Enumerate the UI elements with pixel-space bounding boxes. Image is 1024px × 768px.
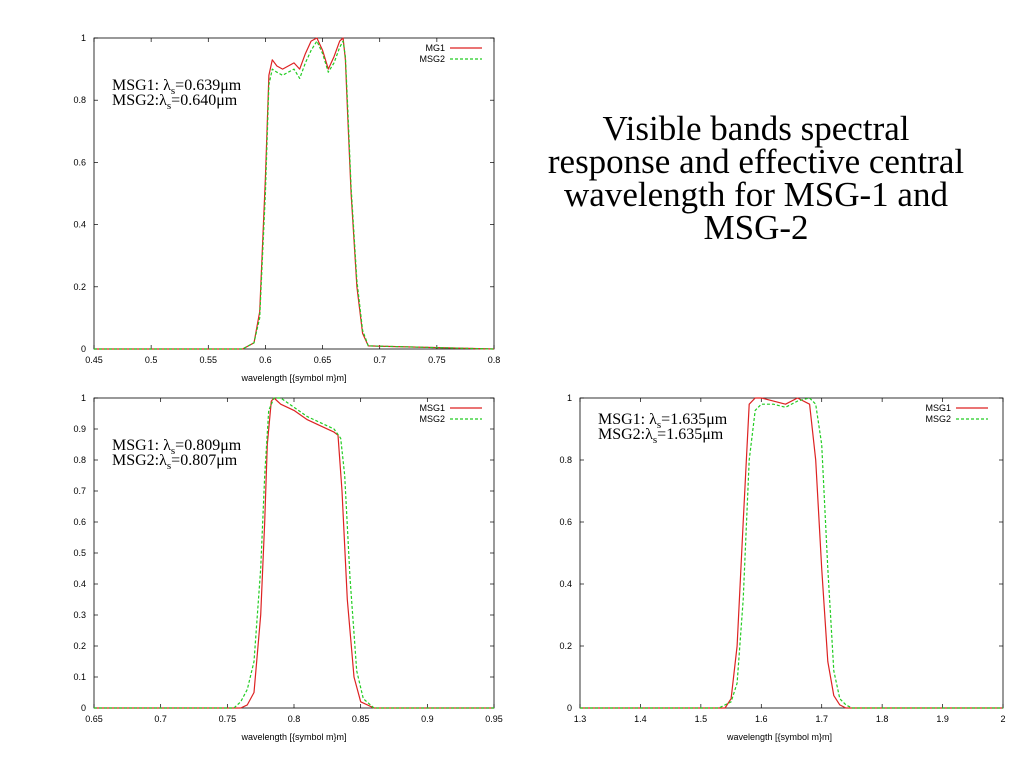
x-tick-label: 1.9 (936, 714, 949, 724)
wavelength-annotation: MSG1: λs=1.635μm (598, 411, 728, 431)
y-tick-label: 0 (81, 344, 86, 354)
wavelength-annotation: MSG2:λs=1.635μm (598, 426, 724, 446)
y-tick-label: 0.8 (73, 95, 86, 105)
x-tick-label: 0.45 (85, 355, 103, 365)
y-tick-label: 0.3 (73, 610, 86, 620)
series-line-msg1 (580, 397, 1003, 709)
wavelength-annotation: MSG1: λs=0.639μm (112, 77, 242, 97)
x-tick-label: 0.6 (259, 355, 272, 365)
y-tick-label: 0.8 (73, 455, 86, 465)
y-tick-label: 0.4 (73, 579, 86, 589)
legend-label: MSG1 (419, 403, 445, 413)
x-tick-label: 0.8 (488, 355, 501, 365)
series-line-msg2 (94, 40, 495, 350)
y-tick-label: 0.4 (559, 579, 572, 589)
x-tick-label: 0.65 (314, 355, 332, 365)
legend-label: MSG2 (925, 414, 951, 424)
slide-title: Visible bands spectral response and effe… (512, 109, 1000, 247)
series-line-msg1 (94, 397, 494, 709)
plot-frame (579, 397, 1004, 709)
series-line-msg2 (94, 397, 494, 709)
chart-band-06: 0.45 0.5 0.55 0.6 0.65 0.7 0.75 0.8 0 0.2 0.4 0.6 0.… (73, 33, 500, 383)
y-tick-label: 0.7 (73, 486, 86, 496)
wavelength-annotation: MSG2:λs=0.640μm (112, 92, 238, 112)
y-tick-label: 1 (81, 33, 86, 43)
y-tick-label: 0.2 (559, 641, 572, 651)
title-line: response and effective central (547, 142, 965, 181)
series-line-msg2 (580, 397, 1003, 709)
title-line: wavelength for MSG-1 and (564, 175, 948, 214)
legend-label: MSG2 (419, 414, 445, 424)
y-tick-label: 1 (81, 393, 86, 403)
x-axis-label: wavelength [{symbol m}m] (726, 732, 832, 742)
x-tick-label: 0.8 (288, 714, 301, 724)
x-tick-label: 0.75 (428, 355, 446, 365)
y-tick-label: 0 (81, 703, 86, 713)
chart-band-16: 1.3 1.4 1.5 1.6 1.7 1.8 1.9 2 0 0.2 0.4 0.6 0.8 1 wave… (559, 393, 1005, 742)
x-tick-label: 0.9 (421, 714, 434, 724)
x-tick-label: 0.55 (200, 355, 218, 365)
y-tick-label: 0 (567, 703, 572, 713)
x-axis-label: wavelength [{symbol m}m] (240, 732, 346, 742)
legend-label: MSG1 (925, 403, 951, 413)
legend-label: MG1 (425, 43, 445, 53)
x-tick-label: 0.5 (145, 355, 158, 365)
y-tick-label: 0.5 (73, 548, 86, 558)
y-tick-label: 0.1 (73, 672, 86, 682)
chart-band-08: 0.65 0.7 0.75 0.8 0.85 0.9 0.95 0 0.1 0.2 0.3 0.4 0.… (73, 393, 502, 742)
wavelength-annotation: MSG2:λs=0.807μm (112, 452, 238, 472)
x-tick-label: 0.75 (219, 714, 237, 724)
x-tick-label: 0.95 (485, 714, 503, 724)
x-tick-label: 0.7 (373, 355, 386, 365)
y-tick-label: 0.2 (73, 282, 86, 292)
y-tick-label: 0.6 (73, 157, 86, 167)
title-line: Visible bands spectral (602, 109, 910, 148)
x-tick-label: 0.85 (352, 714, 370, 724)
wavelength-annotation: MSG1: λs=0.809μm (112, 437, 242, 457)
x-tick-label: 1.6 (755, 714, 768, 724)
y-tick-label: 0.4 (73, 220, 86, 230)
y-tick-label: 0.2 (73, 641, 86, 651)
legend-label: MSG2 (419, 54, 445, 64)
x-tick-label: 1.3 (574, 714, 587, 724)
x-tick-label: 1.7 (815, 714, 828, 724)
y-tick-label: 0.6 (73, 517, 86, 527)
x-tick-label: 1.5 (695, 714, 708, 724)
y-tick-label: 0.9 (73, 424, 86, 434)
title-line: MSG-2 (703, 208, 809, 247)
x-tick-label: 1.8 (876, 714, 889, 724)
y-tick-label: 0.8 (559, 455, 572, 465)
x-tick-label: 1.4 (634, 714, 647, 724)
y-tick-label: 0.6 (559, 517, 572, 527)
x-tick-label: 2 (1000, 714, 1005, 724)
y-tick-label: 1 (567, 393, 572, 403)
plot-frame (93, 37, 495, 350)
x-axis-label: wavelength [{symbol m}m] (240, 373, 346, 383)
x-tick-label: 0.65 (85, 714, 103, 724)
x-tick-label: 0.7 (154, 714, 167, 724)
